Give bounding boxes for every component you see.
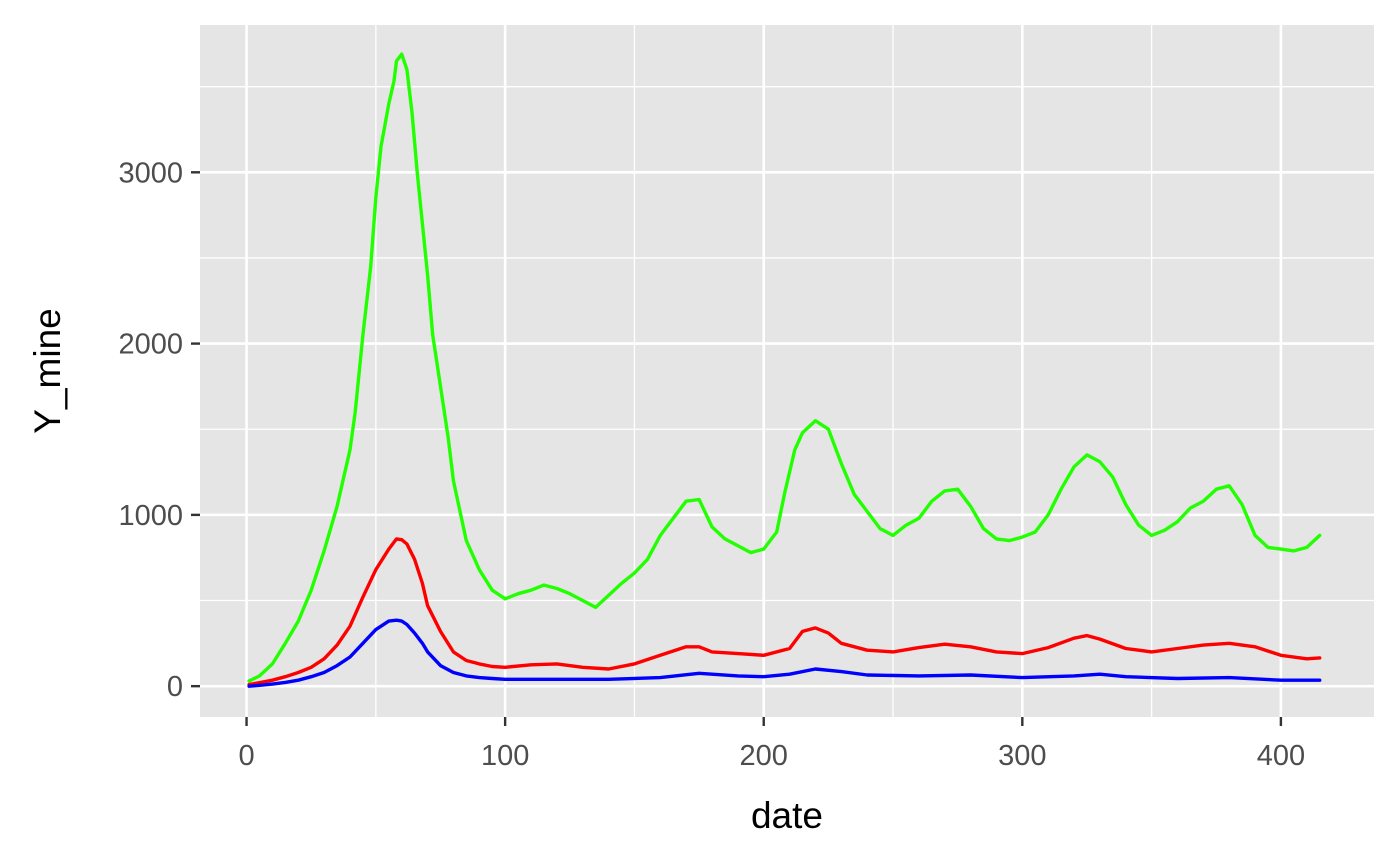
series-line-3 — [247, 618, 1322, 688]
x-tick-label: 200 — [740, 740, 788, 772]
y-tick-labels: 0 1000 2000 3000 — [118, 157, 183, 703]
y-tick-label: 0 — [167, 671, 183, 703]
y-tick-label: 2000 — [118, 329, 183, 361]
y-tick-label: 1000 — [118, 500, 183, 532]
y-axis-title: Y_mine — [27, 308, 68, 433]
axis-ticks — [191, 171, 1283, 726]
series-line-2 — [247, 537, 1322, 687]
major-gridlines — [200, 25, 1374, 717]
series-line-1 — [247, 52, 1322, 683]
x-tick-labels: 0 100 200 300 400 — [238, 740, 1305, 772]
x-tick-label: 400 — [1257, 740, 1305, 772]
x-tick-label: 0 — [238, 740, 254, 772]
plot-panel — [200, 25, 1374, 717]
minor-gridlines — [200, 25, 1374, 717]
x-tick-label: 100 — [481, 740, 529, 772]
y-tick-label: 3000 — [118, 157, 183, 189]
x-axis-title: date — [751, 795, 823, 836]
series-layer — [247, 52, 1322, 688]
x-tick-label: 300 — [998, 740, 1046, 772]
